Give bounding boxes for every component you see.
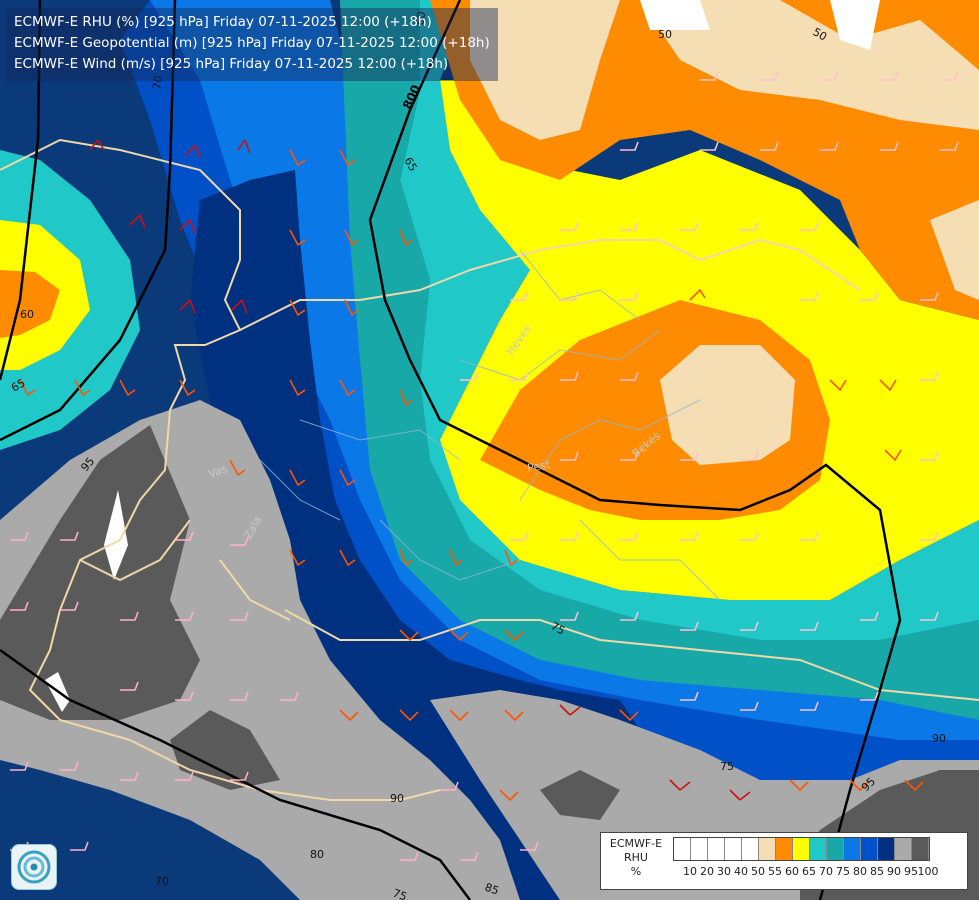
- rhu-band-90: [190, 170, 979, 900]
- contour-label: 85: [483, 881, 501, 898]
- legend-title-model: ECMWF-E: [609, 837, 663, 850]
- contour-label: 75: [720, 760, 734, 773]
- map-title-box: ECMWF-E RHU (%) [925 hPa] Friday 07-11-2…: [6, 8, 498, 81]
- legend-swatch: [674, 838, 691, 860]
- legend-tick-label: 75: [836, 865, 850, 878]
- contour-label: 65: [9, 376, 28, 394]
- place-label-pest: Pest: [526, 458, 552, 475]
- legend-swatch: [895, 838, 912, 860]
- legend-title-variable: RHU: [624, 851, 648, 864]
- legend-tick-label: 85: [870, 865, 884, 878]
- contour-label: 75: [391, 887, 409, 900]
- contour-label: 70: [150, 74, 165, 90]
- rhu-band-70: [340, 0, 979, 900]
- contour-label: 50: [811, 25, 830, 43]
- legend-swatches: [673, 837, 930, 861]
- rhu-legend: ECMWF-E RHU % 10 20 30 40 50 55 60 65 70 75 80 85 90…: [600, 832, 968, 890]
- rhu-band-50-center: [660, 345, 795, 465]
- rhu-band-10-island: [104, 490, 128, 580]
- ecmwf-swirl-icon: [11, 844, 57, 890]
- rhu-band-10-b: [830, 0, 880, 50]
- rhu-band-65: [400, 0, 979, 640]
- legend-tick-label: 40: [734, 865, 748, 878]
- contour-label: 80: [310, 848, 324, 861]
- title-rhu: ECMWF-E RHU (%) [925 hPa] Friday 07-11-2…: [14, 14, 432, 30]
- legend-tick-label: 70: [819, 865, 833, 878]
- rhu-band-100-south: [170, 710, 280, 790]
- country-borders: [0, 138, 979, 801]
- place-label-vas: Vas: [207, 462, 230, 481]
- legend-tick-label: 80: [853, 865, 867, 878]
- contour-label: 60: [413, 10, 428, 26]
- legend-swatch: [793, 838, 810, 860]
- rhu-band-50-northeast: [640, 0, 979, 130]
- geopotential-contours: [0, 0, 902, 900]
- region-borders: [259, 249, 721, 601]
- rhu-band-50-north: [470, 0, 620, 140]
- wind-barb-group-light: [460, 71, 959, 711]
- contour-label: 65: [401, 155, 419, 174]
- legend-swatch: [912, 838, 929, 860]
- rhu-band-10: [640, 0, 710, 30]
- wind-barbs: [10, 71, 959, 861]
- legend-tick-label: 55: [768, 865, 782, 878]
- rhu-band-100-southeast: [540, 770, 620, 820]
- contour-label: 50: [658, 28, 672, 41]
- legend-swatch: [708, 838, 725, 860]
- contour-label: 70: [155, 875, 169, 888]
- legend-tick-label: 20: [700, 865, 714, 878]
- legend-tick-label: 95: [904, 865, 918, 878]
- legend-swatch: [878, 838, 895, 860]
- wind-barb-group-orange: [19, 149, 924, 802]
- legend-tick-label: 100: [917, 865, 939, 878]
- legend-tick-label: 60: [785, 865, 799, 878]
- legend-tick-label: 30: [717, 865, 731, 878]
- contour-label: 60: [20, 308, 34, 321]
- legend-swatch: [742, 838, 759, 860]
- legend-swatch: [844, 838, 861, 860]
- legend-swatch: [725, 838, 742, 860]
- legend-swatch: [810, 838, 827, 860]
- contour-label: 75: [549, 619, 568, 637]
- legend-swatch: [759, 838, 776, 860]
- legend-tick-label: 50: [751, 865, 765, 878]
- title-geopotential: ECMWF-E Geopotential (m) [925 hPa] Frida…: [14, 35, 490, 51]
- contour-label: 90: [390, 792, 404, 805]
- legend-tick-label: 10: [683, 865, 697, 878]
- legend-swatch: [861, 838, 878, 860]
- legend-swatch: [827, 838, 844, 860]
- legend-tick-label: 90: [887, 865, 901, 878]
- legend-title-unit: %: [630, 865, 642, 878]
- rhu-band-50-east: [930, 200, 979, 300]
- legend-swatch: [691, 838, 708, 860]
- legend-swatch: [776, 838, 793, 860]
- wind-barb-group-red: [89, 139, 751, 801]
- legend-title: ECMWF-E RHU %: [605, 837, 667, 879]
- title-wind: ECMWF-E Wind (m/s) [925 hPa] Friday 07-1…: [14, 56, 449, 72]
- legend-tick-label: 65: [802, 865, 816, 878]
- rhu-contour-labels: 50 50 60 65 70 60 65 95 75 75 90 95 90 8…: [9, 10, 946, 900]
- contour-label: 90: [932, 732, 946, 745]
